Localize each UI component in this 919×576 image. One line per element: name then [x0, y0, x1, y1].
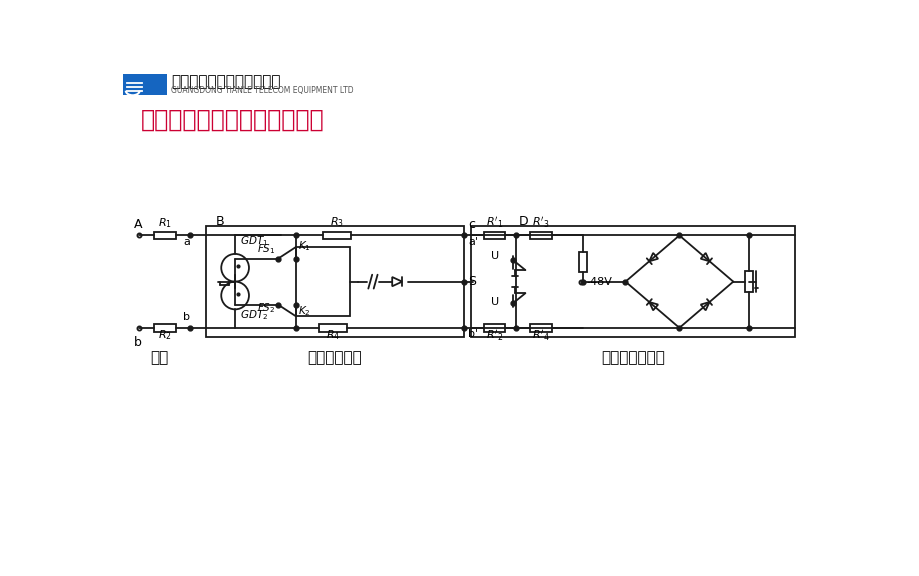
Text: b': b' [468, 329, 478, 339]
Text: GUANGDONG TIANLE TELECOM EQUIPMENT LTD: GUANGDONG TIANLE TELECOM EQUIPMENT LTD [171, 86, 354, 96]
Text: $R_4$: $R_4$ [325, 328, 340, 342]
Bar [579, 252, 586, 272]
Text: $R'_2$: $R'_2$ [485, 328, 503, 343]
Text: c: c [468, 218, 475, 231]
Bar [529, 324, 551, 332]
Text: b: b [183, 312, 190, 322]
Text: b: b [134, 336, 142, 348]
Polygon shape [649, 302, 657, 310]
Text: U: U [491, 251, 499, 260]
Circle shape [221, 254, 249, 282]
Text: 保安单元电路: 保安单元电路 [307, 350, 361, 366]
Text: 用户: 用户 [151, 350, 168, 366]
Bar [483, 232, 505, 239]
Text: $FS_1$: $FS_1$ [256, 242, 275, 256]
Text: a: a [183, 237, 190, 247]
Bar [323, 232, 350, 239]
Polygon shape [391, 277, 402, 286]
Text: 交换机用户电路: 交换机用户电路 [601, 350, 664, 366]
Bar [529, 232, 551, 239]
Polygon shape [700, 253, 709, 262]
Text: $R'_3$: $R'_3$ [531, 215, 549, 229]
Text: 保安单元传统防护电路原理图: 保安单元传统防护电路原理图 [141, 108, 323, 132]
Text: $R'_4$: $R'_4$ [531, 328, 549, 343]
Text: $K_2$: $K_2$ [298, 304, 311, 318]
Bar [123, 74, 166, 95]
Text: 广东天乐通信设备有限公司: 广东天乐通信设备有限公司 [171, 74, 280, 89]
Text: $K_1$: $K_1$ [298, 239, 311, 253]
Polygon shape [649, 253, 657, 262]
Bar [296, 247, 349, 316]
Text: U: U [491, 297, 499, 307]
Text: $R_1$: $R_1$ [158, 216, 172, 230]
Circle shape [221, 282, 249, 309]
Text: -48V: -48V [585, 278, 611, 287]
Text: $FS_2$: $FS_2$ [256, 301, 275, 314]
Bar [154, 232, 176, 239]
Text: B: B [215, 215, 224, 228]
Text: S: S [468, 275, 476, 288]
Bar [483, 324, 505, 332]
Bar [154, 324, 176, 332]
Text: $R'_1$: $R'_1$ [485, 215, 503, 229]
Text: $GDT_1$: $GDT_1$ [240, 234, 267, 248]
Polygon shape [700, 302, 709, 310]
Bar [319, 324, 346, 332]
Bar [471, 226, 794, 337]
Text: $GDT_2$: $GDT_2$ [240, 309, 267, 323]
Text: $R_3$: $R_3$ [329, 215, 344, 229]
Text: D: D [518, 215, 528, 229]
Bar [744, 271, 752, 293]
Text: $R_2$: $R_2$ [158, 329, 172, 342]
Text: a': a' [468, 237, 478, 247]
Text: A: A [134, 218, 142, 231]
Bar [206, 226, 463, 337]
